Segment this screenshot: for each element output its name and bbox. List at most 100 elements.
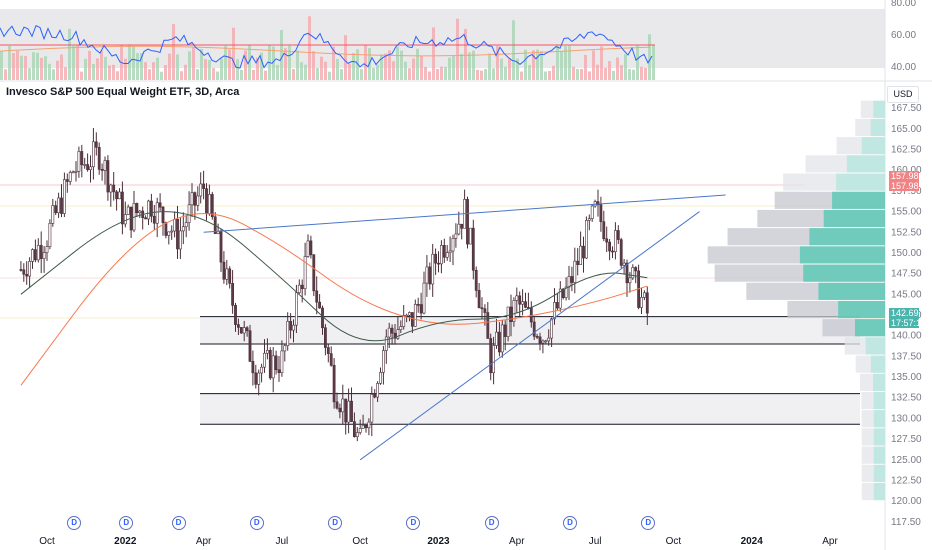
indicator-volume-bar — [560, 51, 563, 80]
price-tick-label: 152.50 — [891, 227, 922, 238]
volume-profile-bar-up — [832, 191, 885, 209]
candle-down — [474, 269, 478, 291]
candle-up — [381, 350, 385, 373]
indicator-ma-line — [0, 45, 651, 57]
volume-profile-bar-up — [803, 264, 885, 282]
candle-up — [457, 223, 461, 235]
volume-profile-bar-up — [873, 410, 885, 428]
candle-up — [558, 288, 562, 309]
candle-down — [315, 290, 319, 303]
indicator-volume-bar — [24, 56, 27, 80]
indicator-volume-bar — [464, 28, 467, 80]
time-tick-label: 2022 — [114, 536, 137, 547]
indicator-volume-bar — [52, 69, 55, 80]
support-zones[interactable] — [200, 316, 860, 425]
candle-up — [292, 324, 295, 331]
indicator-volume-bar — [312, 51, 315, 80]
indicator-volume-bar — [108, 65, 111, 80]
candle-up — [341, 398, 345, 413]
candle-up — [42, 252, 46, 259]
candle-down — [205, 188, 208, 214]
indicator-volume-bar — [332, 46, 335, 80]
indicator-volume-bar — [384, 53, 387, 80]
candle-up — [280, 350, 284, 374]
candle-down — [268, 350, 272, 379]
candle-up — [512, 300, 516, 322]
indicator-volume-bar — [336, 58, 339, 80]
indicator-volume-bar — [532, 50, 535, 80]
candle-up — [573, 260, 577, 283]
dividend-marker[interactable]: D — [563, 516, 577, 530]
indicator-volume-bar — [176, 54, 179, 80]
indicator-volume-bar — [116, 71, 119, 80]
candle-up — [208, 194, 211, 214]
time-tick-label: 2023 — [427, 536, 450, 547]
dividend-marker[interactable]: D — [171, 516, 186, 530]
candle-up — [199, 183, 203, 197]
candle-up — [57, 197, 61, 214]
indicator-volume-bar — [500, 58, 503, 80]
indicator-volume-bar — [492, 68, 495, 80]
candle-up — [642, 292, 646, 298]
candle-down — [352, 421, 356, 437]
candle-down — [460, 223, 464, 229]
candle-down — [477, 290, 481, 309]
price-tick-label: 147.50 — [891, 269, 922, 280]
price-tick-label: 160.00 — [891, 165, 922, 176]
indicator-volume-bar — [388, 50, 391, 80]
candle-down — [535, 335, 539, 338]
indicator-volume-bar — [64, 67, 67, 80]
candle-up — [181, 226, 185, 232]
indicator-volume-bar — [8, 45, 11, 80]
dividend-marker[interactable]: D — [484, 516, 499, 530]
indicator-volume-bar — [0, 50, 3, 80]
dividend-marker[interactable]: D — [119, 516, 134, 530]
candle-down — [602, 221, 606, 240]
dividend-marker[interactable]: D — [67, 516, 82, 530]
indicator-band — [0, 9, 885, 68]
indicator-volume-bar — [296, 50, 299, 80]
indicator-volume-bar — [436, 68, 439, 80]
time-tick-label: Oct — [39, 536, 55, 547]
trendlines[interactable] — [203, 194, 726, 461]
indicator-volume-bar — [536, 49, 539, 80]
candle-up — [62, 179, 66, 214]
high-price-badge-1: 157.98 — [889, 171, 919, 181]
dividend-marker[interactable]: D — [406, 516, 421, 530]
candle-up — [454, 233, 458, 239]
indicator-volume-bar — [148, 69, 151, 80]
indicator-volume-bar — [344, 35, 347, 80]
candle-down — [619, 239, 623, 266]
candle-up — [547, 337, 551, 342]
indicator-volume-bar — [68, 28, 71, 80]
indicator-volume-bar — [364, 44, 367, 80]
indicator-volume-bar — [160, 71, 163, 80]
candle-down — [390, 327, 394, 334]
time-tick-label: Apr — [822, 536, 838, 547]
indicator-volume-bar — [276, 64, 279, 80]
indicator-volume-bar — [508, 58, 511, 80]
candle-down — [466, 199, 469, 245]
indicator-volume-bar — [440, 66, 443, 80]
candle-up — [170, 230, 174, 233]
dividend-marker[interactable]: D — [641, 516, 656, 530]
candle-up — [257, 372, 261, 385]
candle-down — [254, 372, 258, 385]
candle-down — [54, 205, 58, 214]
candle-up — [92, 141, 95, 168]
currency-button[interactable]: USD — [887, 86, 919, 103]
dividend-marker[interactable]: D — [328, 516, 343, 530]
candle-down — [416, 304, 420, 306]
candle-up — [109, 184, 113, 193]
candle-up — [48, 223, 52, 247]
candle-down — [135, 203, 139, 213]
dividend-marker[interactable]: D — [249, 516, 264, 530]
indicator-volume-bar — [592, 50, 595, 80]
candle-down — [582, 245, 585, 259]
indicator-tick-label: 80.00 — [891, 0, 916, 9]
indicator-volume-bar — [228, 49, 231, 80]
candle-up — [68, 172, 72, 182]
trendline — [203, 194, 726, 233]
indicator-volume-bar — [240, 69, 243, 80]
